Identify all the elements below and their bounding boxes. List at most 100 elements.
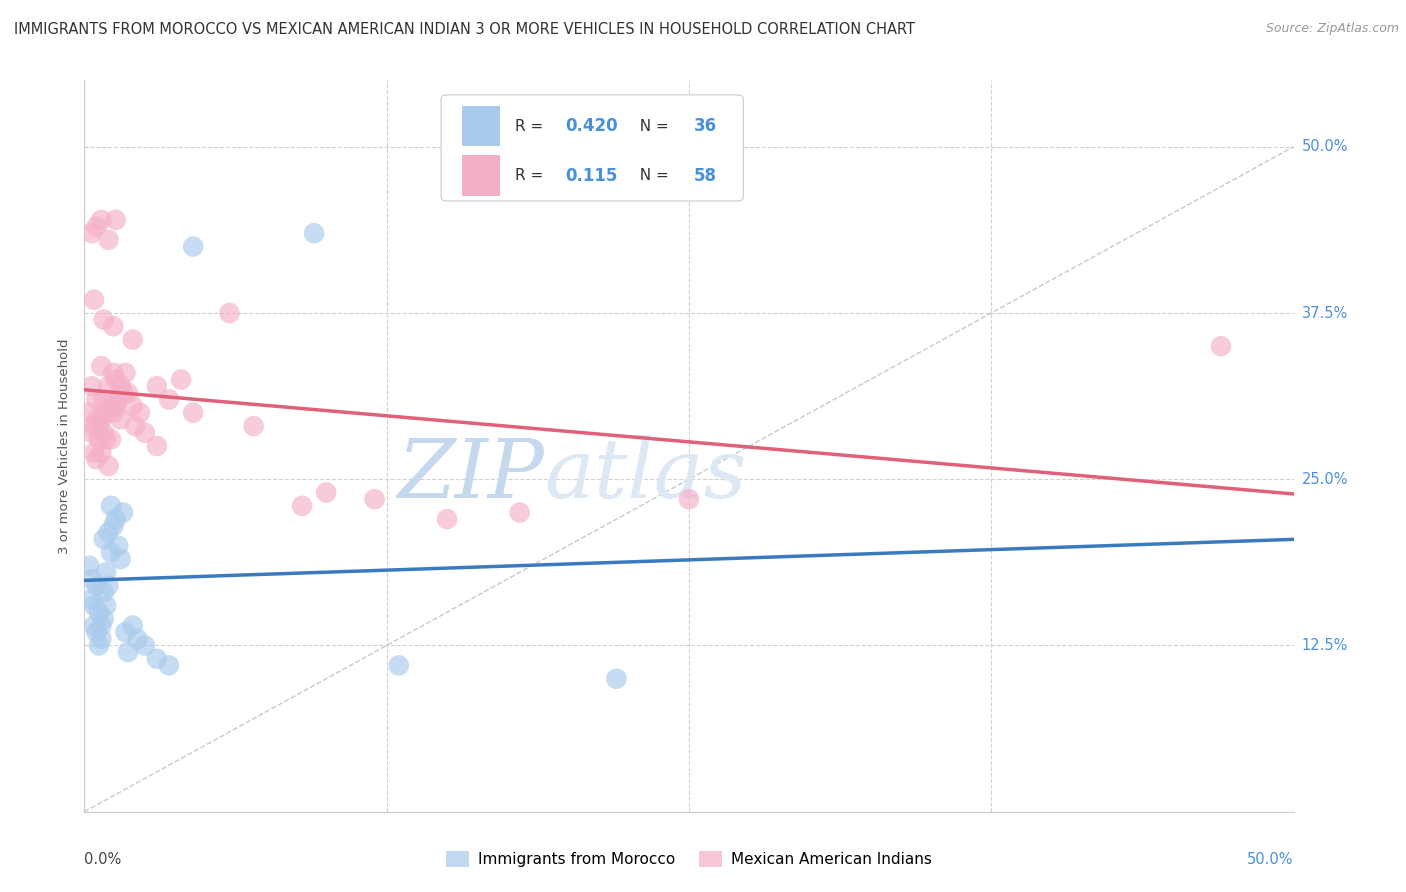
Point — [363, 492, 385, 507]
Text: atlas: atlas — [544, 435, 747, 516]
FancyBboxPatch shape — [441, 95, 744, 201]
Point — [97, 458, 120, 473]
Point — [134, 425, 156, 440]
Point — [129, 406, 152, 420]
Point — [93, 425, 115, 440]
Point — [90, 359, 112, 374]
Point — [86, 392, 108, 407]
Point — [157, 392, 180, 407]
Point — [80, 425, 103, 440]
Point — [107, 392, 129, 407]
Text: 25.0%: 25.0% — [1302, 472, 1348, 487]
Text: 36: 36 — [693, 117, 717, 136]
Bar — [461, 155, 501, 195]
Point — [104, 372, 127, 386]
Point — [127, 632, 149, 646]
Point — [117, 385, 139, 400]
Text: N =: N = — [630, 119, 673, 134]
Text: 50.0%: 50.0% — [1302, 139, 1348, 154]
Legend: Immigrants from Morocco, Mexican American Indians: Immigrants from Morocco, Mexican America… — [440, 846, 938, 873]
Point — [146, 379, 169, 393]
Point — [121, 333, 143, 347]
Y-axis label: 3 or more Vehicles in Household: 3 or more Vehicles in Household — [58, 338, 72, 554]
Text: 12.5%: 12.5% — [1302, 638, 1348, 653]
Point — [83, 618, 105, 632]
Point — [1209, 339, 1232, 353]
Point — [77, 558, 100, 573]
Text: 58: 58 — [693, 167, 717, 185]
Point — [110, 552, 132, 566]
Point — [146, 439, 169, 453]
Point — [86, 579, 108, 593]
Point — [87, 605, 110, 619]
Point — [100, 545, 122, 559]
Point — [181, 239, 204, 253]
Point — [218, 306, 240, 320]
Point — [90, 618, 112, 632]
Point — [77, 406, 100, 420]
Point — [117, 645, 139, 659]
Point — [97, 579, 120, 593]
Point — [509, 506, 531, 520]
Point — [146, 652, 169, 666]
Text: 0.420: 0.420 — [565, 117, 619, 136]
Point — [112, 506, 135, 520]
Point — [291, 499, 314, 513]
Point — [83, 419, 105, 434]
Point — [100, 499, 122, 513]
Point — [302, 226, 325, 240]
Point — [242, 419, 264, 434]
Point — [107, 539, 129, 553]
Point — [104, 399, 127, 413]
Point — [94, 406, 117, 420]
Text: 50.0%: 50.0% — [1247, 852, 1294, 867]
Text: Source: ZipAtlas.com: Source: ZipAtlas.com — [1265, 22, 1399, 36]
Point — [605, 672, 627, 686]
Point — [90, 445, 112, 459]
Point — [97, 233, 120, 247]
Point — [94, 599, 117, 613]
Point — [100, 433, 122, 447]
Text: R =: R = — [515, 119, 548, 134]
Point — [104, 213, 127, 227]
Text: 0.0%: 0.0% — [84, 852, 121, 867]
Point — [80, 379, 103, 393]
Point — [388, 658, 411, 673]
Point — [103, 518, 125, 533]
Bar — [461, 106, 501, 146]
Point — [80, 572, 103, 586]
Point — [94, 433, 117, 447]
Point — [100, 399, 122, 413]
Point — [83, 293, 105, 307]
Point — [103, 366, 125, 380]
Point — [114, 366, 136, 380]
Point — [80, 591, 103, 606]
Text: N =: N = — [630, 168, 673, 183]
Point — [86, 412, 108, 426]
Point — [90, 412, 112, 426]
Point — [121, 618, 143, 632]
Point — [94, 566, 117, 580]
Point — [87, 419, 110, 434]
Point — [181, 406, 204, 420]
Point — [90, 213, 112, 227]
Point — [315, 485, 337, 500]
Point — [93, 392, 115, 407]
Point — [134, 639, 156, 653]
Point — [97, 525, 120, 540]
Point — [678, 492, 700, 507]
Point — [83, 445, 105, 459]
Point — [97, 379, 120, 393]
Point — [93, 585, 115, 599]
Point — [170, 372, 193, 386]
Point — [112, 385, 135, 400]
Point — [124, 419, 146, 434]
Point — [86, 219, 108, 234]
Text: 0.115: 0.115 — [565, 167, 619, 185]
Point — [104, 512, 127, 526]
Text: ZIP: ZIP — [396, 435, 544, 516]
Point — [114, 625, 136, 640]
Text: 37.5%: 37.5% — [1302, 306, 1348, 320]
Text: R =: R = — [515, 168, 553, 183]
Point — [86, 452, 108, 467]
